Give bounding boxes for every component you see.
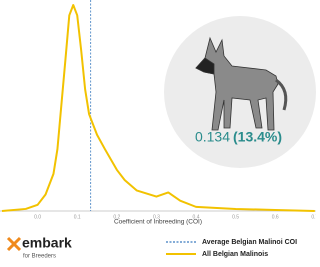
logo-tagline: for Breeders: [23, 254, 56, 260]
x-tick-label: 0.6: [272, 214, 279, 220]
legend-label: All Belgian Malinois: [202, 251, 268, 258]
x-tick-label: 0.5: [232, 214, 239, 220]
coi-percent: (13.4%): [233, 129, 282, 145]
logo: embark for Breeders: [8, 235, 72, 260]
x-tick-label: 0.1: [74, 214, 81, 220]
x-tick-label: 0.3: [153, 214, 160, 220]
x-tick-label: 0.2: [113, 214, 120, 220]
x-tick-label: 0.4: [193, 214, 200, 220]
legend-label: Average Belgian Malinoi COI: [202, 239, 297, 246]
x-tick-label: 0.7: [311, 214, 316, 220]
logo-icon: [8, 238, 20, 250]
coi-value: 0.134: [195, 129, 230, 145]
x-tick-label: 0.0: [34, 214, 41, 220]
logo-text: embark: [22, 235, 72, 251]
chart: 0.134 (13.4%) Coefficient of Inbreeding …: [0, 0, 316, 267]
